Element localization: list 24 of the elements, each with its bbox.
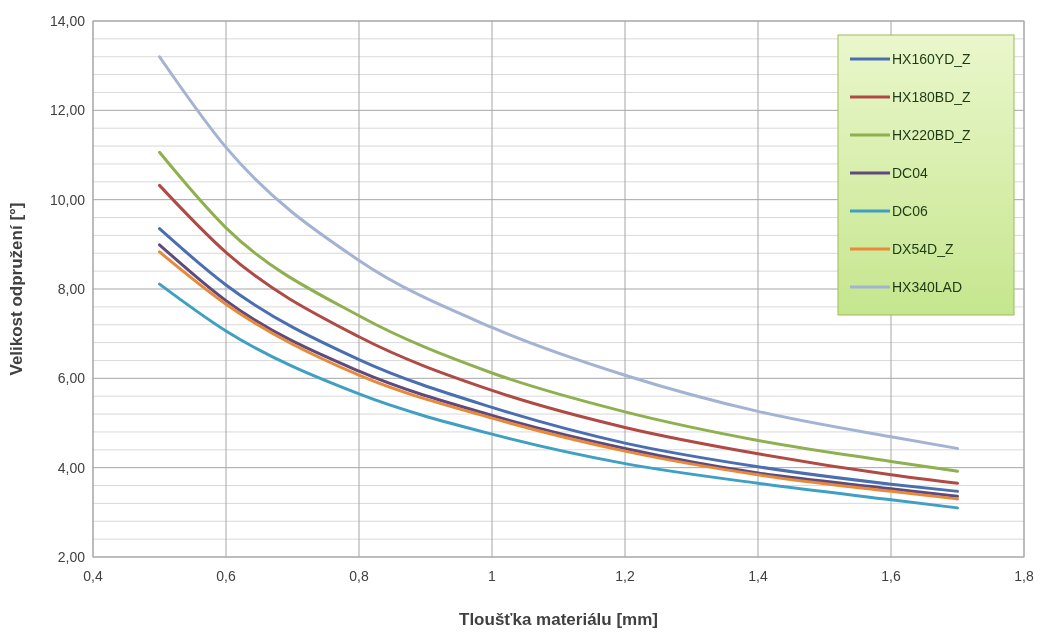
legend-label: DC06 bbox=[892, 202, 929, 219]
legend-label: HX340LAD bbox=[892, 278, 963, 295]
legend-label: DC04 bbox=[892, 164, 929, 181]
x-tick-label: 0,6 bbox=[216, 568, 236, 584]
y-tick-label: 10,00 bbox=[49, 191, 86, 208]
y-tick-label: 2,00 bbox=[57, 548, 86, 565]
x-tick-label: 0,4 bbox=[83, 568, 103, 584]
legend-label: HX180BD_Z bbox=[892, 88, 972, 105]
y-tick-label: 8,00 bbox=[57, 280, 86, 297]
y-tick-label: 4,00 bbox=[57, 459, 86, 476]
x-tick-label: 0,8 bbox=[349, 568, 369, 584]
y-tick-label: 6,00 bbox=[57, 370, 86, 387]
legend-label: HX160YD_Z bbox=[892, 50, 972, 67]
legend-label: DX54D_Z bbox=[892, 240, 954, 257]
x-tick-label: 1 bbox=[488, 568, 497, 584]
x-tick-label: 1,6 bbox=[881, 568, 901, 584]
y-axis-title: Velikost odpružení [°] bbox=[7, 202, 26, 376]
x-tick-label: 1,8 bbox=[1014, 568, 1034, 584]
x-axis-title: Tloušťka materiálu [mm] bbox=[459, 610, 658, 629]
y-tick-label: 12,00 bbox=[49, 102, 86, 119]
x-tick-label: 1,4 bbox=[748, 568, 768, 584]
x-tick-label: 1,2 bbox=[615, 568, 635, 584]
legend-label: HX220BD_Z bbox=[892, 126, 972, 143]
y-tick-label: 14,00 bbox=[49, 12, 86, 29]
